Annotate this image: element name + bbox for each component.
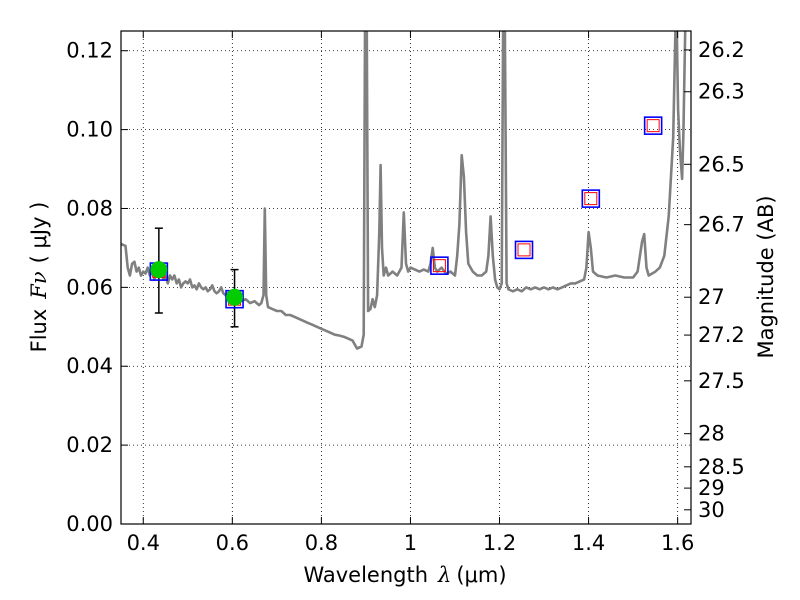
x-axis: 0.4 0.6 0.8 1 1.2 1.4 1.6 [127, 31, 694, 555]
model-spectrum-line [121, 31, 687, 350]
y-tick-label: 0.06 [66, 275, 113, 299]
model-flux-inner-box [432, 259, 446, 273]
x-tick-label: 1.2 [483, 531, 516, 555]
y-axis-label: Flux Fν ( μJy ) [27, 202, 51, 353]
y-tick-label: 0.02 [66, 433, 113, 457]
magnitude-tick-label: 29 [698, 476, 725, 500]
observed-flux-point [150, 261, 168, 279]
clipped-series [121, 31, 687, 350]
y-axis-label-symbol: Fν [27, 271, 51, 300]
y-tick-label: 0.00 [66, 512, 113, 536]
magnitude-axis-label: Magnitude (AB) [754, 195, 778, 358]
x-tick-label: 0.8 [305, 531, 338, 555]
magnitude-tick-label: 28.5 [698, 455, 745, 479]
model-flux-box [430, 256, 449, 275]
x-tick-label: 1 [404, 531, 417, 555]
x-axis-label-symbol: λ [437, 563, 451, 587]
x-tick-label: 0.6 [216, 531, 249, 555]
magnitude-tick-label: 27 [698, 285, 725, 309]
magnitude-tick-label: 28 [698, 422, 725, 446]
plot-frame [120, 30, 692, 525]
magnitude-tick-label: 26.5 [698, 152, 745, 176]
model-flux-box [643, 116, 663, 135]
magnitude-tick-label: 30 [698, 498, 725, 522]
magnitude-tick-label: 26.7 [698, 213, 745, 237]
y-axis-label-text: Flux [27, 309, 51, 353]
model-flux-box [514, 240, 534, 260]
magnitude-tick-label: 26.3 [698, 80, 745, 104]
model-flux-inner-box [646, 119, 660, 133]
magnitude-tick-label: 26.2 [698, 38, 745, 62]
magnitude-tick-label: 27.5 [698, 369, 745, 393]
y-tick-label: 0.12 [66, 39, 113, 63]
y-tick-label: 0.08 [66, 196, 113, 220]
x-tick-label: 1.4 [572, 531, 605, 555]
observed-flux-point [226, 288, 244, 306]
y-tick-label: 0.10 [66, 118, 113, 142]
model-flux-inner-box [517, 243, 531, 257]
model-flux-box [581, 189, 601, 208]
x-axis-label: Wavelength λ (μm) [303, 563, 506, 587]
plot-area [121, 31, 687, 350]
x-tick-label: 0.4 [127, 531, 160, 555]
magnitude-tick-label: 27.2 [698, 323, 745, 347]
y-tick-label: 0.04 [66, 354, 113, 378]
x-tick-label: 1.6 [661, 531, 694, 555]
x-axis-label-unit: (μm) [456, 563, 506, 587]
y-axis: 0.00 0.02 0.04 0.06 0.08 0.10 0.12 [66, 39, 128, 536]
y-axis-label-unit: ( μJy ) [27, 202, 51, 264]
model-flux-inner-box [584, 192, 598, 206]
x-axis-label-text: Wavelength [303, 563, 428, 587]
